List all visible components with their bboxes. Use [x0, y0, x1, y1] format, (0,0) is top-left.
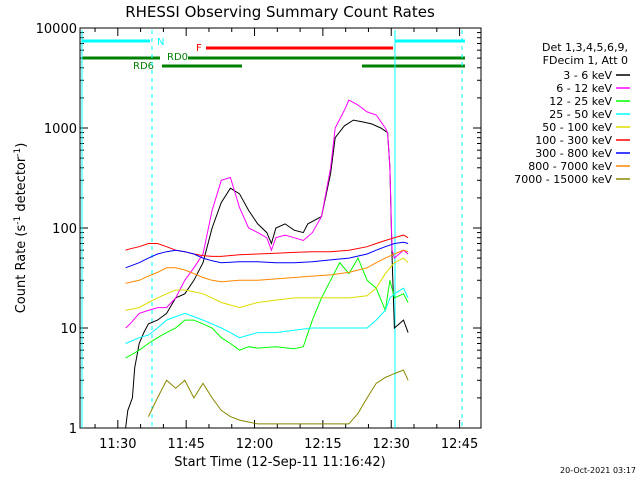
x-axis: 11:30 11:45 12:00 12:15 12:30 12:45 [94, 28, 478, 452]
y-axis-label-sup1: -1 [13, 216, 23, 225]
y-tick-label: 10 [60, 322, 77, 337]
y-axis-label: Count Rate (s-1 detector-1) [13, 143, 29, 314]
x-tick-label: 11:45 [167, 437, 204, 452]
x-tick-label: 12:30 [372, 437, 409, 452]
flag-rd6-label: RD6 [133, 61, 154, 72]
series-line-3-6-kev [125, 119, 409, 428]
timestamp: 20-Oct-2021 03:17 [560, 466, 636, 475]
flag-f-label: F [196, 43, 202, 54]
series-line-100-300-kev [125, 234, 409, 257]
series-line-7000-15000-kev [147, 369, 409, 425]
x-tick-label: 12:15 [304, 437, 341, 452]
series-line-25-50-kev [125, 287, 409, 344]
flag-rd0-label: RD0 [167, 52, 188, 63]
y-axis-label-main: Count Rate (s [14, 225, 29, 314]
legend: Det 1,3,4,5,6,9,FDecim 1, Att 0 3 - 6 keV… [514, 41, 630, 186]
series-line-12-25-kev [125, 256, 409, 359]
chart-title: RHESSI Observing Summary Count Rates [125, 3, 435, 21]
y-tick-label: 1 [69, 422, 77, 437]
plot-frame [79, 27, 482, 429]
legend-entry-label: 12 - 25 keV [549, 95, 612, 108]
y-axis: 1 10 100 1000 10000 [36, 22, 481, 437]
legend-header-line: Det 1,3,4,5,6,9, [542, 41, 628, 54]
legend-entry-label: 800 - 7000 keV [528, 160, 612, 173]
legend-entry-label: 25 - 50 keV [549, 108, 612, 121]
series-group [125, 99, 409, 428]
legend-entry-label: 50 - 100 keV [542, 121, 612, 134]
x-tick-label: 12:00 [236, 437, 273, 452]
legend-entry-label: 100 - 300 keV [535, 134, 612, 147]
x-tick-label: 12:45 [441, 437, 478, 452]
y-tick-label: 1000 [44, 122, 77, 137]
legend-entry-label: 7000 - 15000 keV [514, 173, 612, 186]
series-line-50-100-kev [125, 257, 409, 311]
x-tick-label: 11:30 [99, 437, 136, 452]
y-tick-label: 100 [52, 222, 77, 237]
series-line-6-12-kev [125, 99, 409, 329]
observing-flags: N F RD0 RD6 [81, 30, 465, 428]
legend-entry-label: 6 - 12 keV [556, 82, 612, 95]
legend-entry-label: 300 - 800 keV [535, 147, 612, 160]
series-line-300-800-kev [125, 241, 409, 269]
legend-header-line: FDecim 1, Att 0 [543, 54, 628, 67]
y-tick-label: 10000 [36, 22, 77, 37]
x-axis-label: Start Time (12-Sep-11 11:16:42) [174, 455, 385, 470]
y-axis-label-end: ) [14, 143, 29, 148]
y-axis-label-sup2: -1 [13, 148, 23, 157]
legend-entry-label: 3 - 6 keV [563, 69, 612, 82]
y-axis-label-mid: detector [14, 156, 29, 216]
series-line-800-7000-kev [125, 249, 409, 284]
flag-n-label: N [157, 37, 164, 48]
